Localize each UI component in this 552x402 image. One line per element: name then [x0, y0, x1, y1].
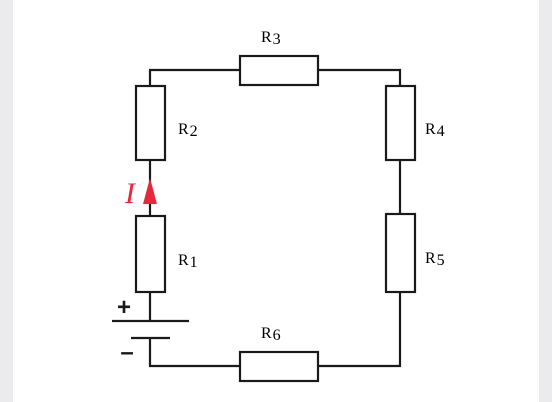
label-r6: R6 — [261, 325, 281, 344]
wire-battery-bottom — [148, 338, 240, 368]
resistor-r1 — [134, 214, 167, 294]
resistor-r4 — [384, 84, 417, 162]
current-arrow-head — [143, 178, 157, 204]
battery: + – — [112, 294, 189, 366]
resistor-r6 — [238, 350, 320, 383]
wire-top-left — [148, 68, 240, 86]
current-arrow: I — [124, 177, 157, 210]
resistor-r3 — [238, 54, 320, 87]
wire-bottom-right — [318, 292, 402, 368]
wire-top-right — [318, 68, 402, 86]
label-r1: R1 — [178, 252, 198, 271]
battery-plus-sign: + — [117, 294, 131, 321]
resistor-r2 — [134, 84, 167, 162]
label-r3: R3 — [261, 29, 281, 48]
resistor-r5 — [384, 212, 417, 294]
label-r5: R5 — [425, 250, 445, 269]
current-label: I — [124, 177, 137, 210]
label-r2: R2 — [178, 121, 198, 140]
battery-minus-sign: – — [120, 339, 133, 366]
label-r4: R4 — [425, 121, 445, 140]
